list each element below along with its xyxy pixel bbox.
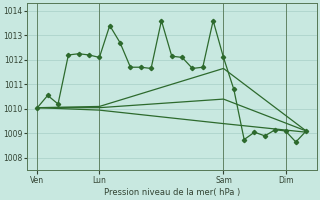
- X-axis label: Pression niveau de la mer( hPa ): Pression niveau de la mer( hPa ): [104, 188, 240, 197]
